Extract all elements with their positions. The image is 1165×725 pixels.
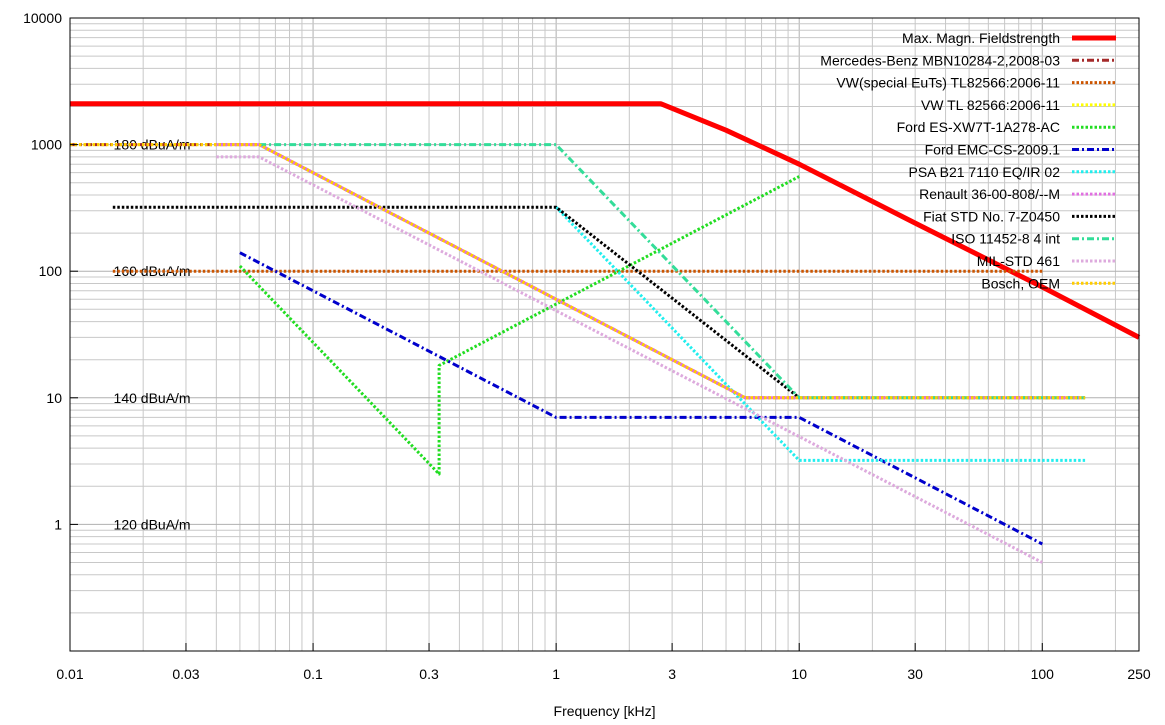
x-tick-label: 0.1	[303, 666, 323, 682]
annotation-label: 120 dBuA/m	[114, 516, 191, 532]
axis-ticks: 0.01 0.03 0.1 0.3 1 3 10 30 100 250 1 10 100 1000 1000…	[23, 10, 1151, 682]
legend-entry-label: VW(special EuTs) TL82566:2006-11	[836, 75, 1060, 91]
series-line-8	[216, 143, 1086, 400]
legend-entry-label: MIL-STD 461	[977, 253, 1060, 269]
series-line-11	[216, 155, 1043, 564]
legend-entry-label: Max. Magn. Fieldstrength	[902, 30, 1060, 46]
y-tick-label: 10000	[23, 10, 62, 26]
x-tick-label: 0.03	[172, 666, 199, 682]
x-axis-title: Frequency [kHz]	[554, 703, 656, 719]
plot-series	[70, 101, 1141, 564]
x-tick-label: 0.3	[419, 666, 439, 682]
y-tick-label: 10	[46, 390, 62, 406]
annotation-label: 140 dBuA/m	[114, 390, 191, 406]
legend-entry-label: ISO 11452-8 4 int	[951, 231, 1060, 247]
series-line-6	[239, 251, 1043, 546]
grid	[69, 18, 1139, 651]
series-line-10	[259, 143, 1086, 400]
series-line-1	[70, 101, 1141, 340]
series-line-5	[238, 175, 800, 476]
y-tick-label: 1	[54, 516, 62, 532]
plot-frame	[69, 17, 1140, 652]
x-tick-label: 250	[1127, 666, 1151, 682]
x-tick-label: 30	[907, 666, 923, 682]
series-line-7	[555, 206, 1086, 462]
series-line-12	[70, 143, 1086, 400]
series-line-9	[112, 205, 801, 399]
legend-entry-label: Mercedes-Benz MBN10284-2,2008-03	[820, 52, 1060, 68]
legend-entry-label: Fiat STD No. 7-Z0450	[923, 208, 1060, 224]
legend-entry-label: Renault 36-00-808/--M	[919, 186, 1060, 202]
legend-entry-label: Ford EMC-CS-2009.1	[925, 142, 1061, 158]
y-tick-label: 1000	[31, 137, 62, 153]
legend-entry-label: Ford ES-XW7T-1A278-AC	[897, 119, 1060, 135]
x-tick-label: 0.01	[56, 666, 83, 682]
legend: Max. Magn. Fieldstrength Mercedes-Benz MB…	[820, 30, 1116, 291]
x-tick-label: 10	[791, 666, 807, 682]
legend-entry-label: VW TL 82566:2006-11	[921, 97, 1060, 113]
legend-entry-label: PSA B21 7110 EQ/IR 02	[908, 164, 1060, 180]
annotation-label: 160 dBuA/m	[114, 263, 191, 279]
x-tick-label: 1	[552, 666, 560, 682]
y-tick-label: 100	[39, 263, 63, 279]
legend-entry-label: Bosch, OEM	[981, 275, 1060, 291]
x-tick-label: 100	[1031, 666, 1055, 682]
x-tick-label: 3	[668, 666, 676, 682]
